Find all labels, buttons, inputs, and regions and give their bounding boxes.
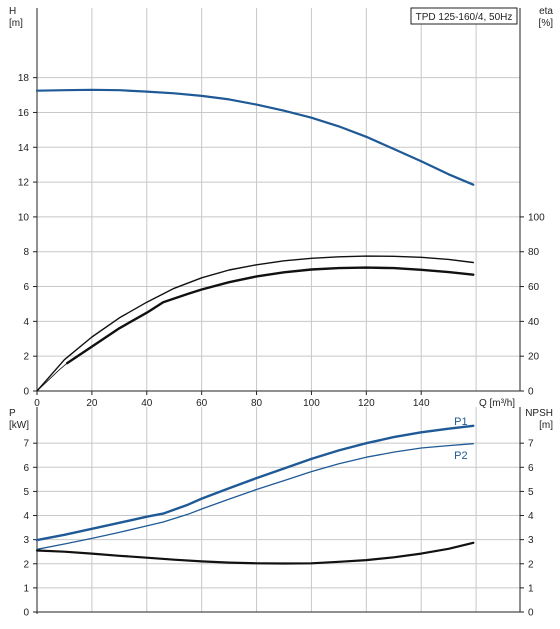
left-tick-label: 2	[23, 559, 29, 570]
left-tick-label: 16	[18, 108, 30, 119]
left-axis-title: P	[9, 408, 16, 419]
series-eta-lower	[65, 266, 475, 365]
right-tick-label: 80	[528, 247, 540, 258]
left-tick-label: 4	[23, 511, 29, 522]
x-tick-label: 120	[358, 398, 375, 409]
left-axis-title: [kW]	[9, 420, 29, 431]
right-tick-label: 0	[528, 387, 534, 398]
right-tick-label: 2	[528, 559, 534, 570]
left-tick-label: 1	[23, 583, 29, 594]
left-tick-label: 10	[18, 212, 30, 223]
right-tick-label: 3	[528, 535, 534, 546]
right-axis-title: [%]	[539, 18, 554, 29]
x-tick-label: 140	[413, 398, 430, 409]
left-tick-label: 5	[23, 487, 29, 498]
left-tick-label: 0	[23, 387, 29, 398]
right-tick-label: 100	[528, 212, 545, 223]
right-tick-label: 20	[528, 352, 540, 363]
right-axis-title: NPSH	[525, 408, 553, 419]
right-tick-label: 40	[528, 317, 540, 328]
left-tick-label: 18	[18, 73, 30, 84]
pump-label: TPD 125-160/4, 50Hz	[416, 12, 513, 23]
left-tick-label: 3	[23, 535, 29, 546]
left-tick-label: 14	[18, 143, 30, 154]
right-tick-label: 60	[528, 282, 540, 293]
x-tick-label: 80	[251, 398, 263, 409]
left-tick-label: 12	[18, 178, 30, 189]
right-tick-label: 1	[528, 583, 534, 594]
left-tick-label: 8	[23, 247, 29, 258]
power-npsh-panel: 0 1 2 3 4 5 6 7 0 1 2 3 4 5 6 7 P[kW] NPSH[m] P1 P2	[9, 407, 553, 619]
left-tick-label: 6	[23, 463, 29, 474]
x-tick-label: 60	[196, 398, 208, 409]
left-tick-label: 4	[23, 317, 29, 328]
head-efficiency-panel: 0 2 4 6 8 10 12 14 16 18 0 20 40 60 80 100 0 20 40 60 80 100 1…	[9, 6, 553, 409]
series-p1	[35, 424, 475, 542]
series-h	[35, 88, 475, 186]
x-tick-label: 0	[34, 398, 40, 409]
left-tick-label: 2	[23, 352, 29, 363]
series-p2	[36, 443, 474, 550]
x-axis-label: Q [m³/h]	[479, 398, 515, 409]
right-tick-label: 4	[528, 511, 534, 522]
right-axis-title: [m]	[539, 420, 553, 431]
x-tick-label: 40	[141, 398, 153, 409]
right-tick-label: 5	[528, 487, 534, 498]
series-eta-upper	[36, 255, 474, 392]
series-label-p2: P2	[454, 450, 467, 462]
right-axis-title: eta	[539, 6, 553, 17]
right-tick-label: 6	[528, 463, 534, 474]
pump-label-box: TPD 125-160/4, 50Hz	[410, 7, 518, 25]
x-tick-label: 100	[303, 398, 320, 409]
series-label-p1: P1	[454, 416, 467, 428]
series-npsh	[35, 541, 475, 565]
left-tick-label: 6	[23, 282, 29, 293]
left-tick-label: 0	[23, 608, 29, 619]
left-tick-label: 7	[23, 439, 29, 450]
series-eta-init	[36, 362, 68, 392]
left-axis-title: H	[9, 6, 16, 17]
left-axis-title: [m]	[9, 18, 23, 29]
x-tick-label: 20	[86, 398, 98, 409]
right-tick-label: 0	[528, 608, 534, 619]
right-tick-label: 7	[528, 439, 534, 450]
